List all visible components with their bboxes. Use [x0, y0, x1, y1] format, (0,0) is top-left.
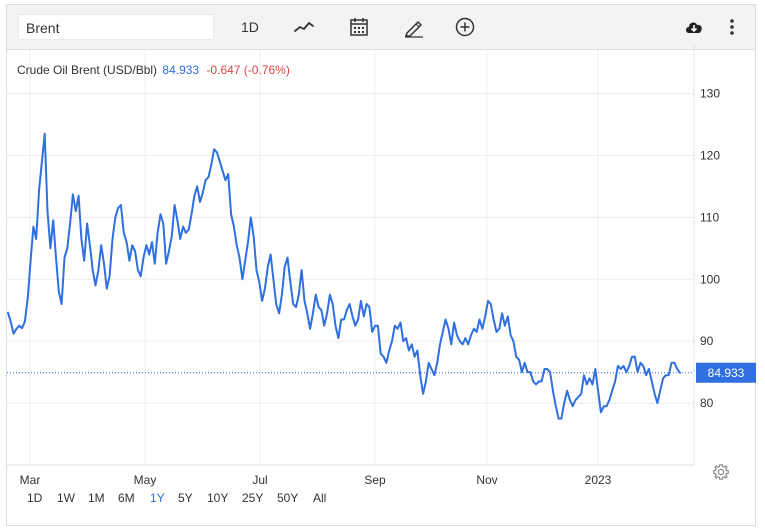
- legend-last-value: 84.933: [162, 63, 200, 77]
- range-1y[interactable]: 1Y: [150, 491, 165, 505]
- y-tick-label: 130: [700, 87, 720, 101]
- legend-series-name: Crude Oil Brent (USD/Bbl): [17, 63, 158, 77]
- range-1d[interactable]: 1D: [27, 491, 43, 505]
- y-tick-label: 120: [700, 148, 720, 162]
- x-tick-label: May: [134, 473, 157, 487]
- range-6m[interactable]: 6M: [118, 491, 135, 505]
- y-tick-label: 110: [700, 210, 719, 224]
- pencil-icon[interactable]: [403, 16, 425, 38]
- y-tick-label: 80: [700, 396, 714, 410]
- cloud-download-icon[interactable]: [683, 16, 705, 38]
- x-tick-label: Mar: [20, 473, 41, 487]
- add-circle-icon[interactable]: [454, 16, 476, 38]
- chart-legend: Crude Oil Brent (USD/Bbl) 84.933 -0.647 …: [17, 63, 290, 77]
- last-value-label: 84.933: [708, 366, 745, 380]
- more-vert-icon[interactable]: [721, 16, 743, 38]
- settings-gear-icon[interactable]: [712, 463, 730, 481]
- range-1w[interactable]: 1W: [57, 491, 75, 505]
- range-25y[interactable]: 25Y: [242, 491, 264, 505]
- price-series-line: [7, 132, 681, 420]
- y-tick-label: 90: [700, 334, 714, 348]
- x-tick-label: 2023: [585, 473, 612, 487]
- interval-selector[interactable]: 1D: [241, 19, 259, 35]
- range-all[interactable]: All: [313, 491, 327, 505]
- range-50y[interactable]: 50Y: [277, 491, 299, 505]
- range-1m[interactable]: 1M: [88, 491, 105, 505]
- range-5y[interactable]: 5Y: [178, 491, 193, 505]
- y-tick-label: 100: [700, 272, 720, 286]
- symbol-input[interactable]: Brent: [18, 14, 214, 40]
- chart-toolbar: Brent 1D: [7, 5, 755, 50]
- price-chart[interactable]: 130 120 110 100 90 80 Mar May Jul Sep Nov 2023 84.93…: [0, 44, 765, 490]
- x-tick-label: Sep: [364, 473, 386, 487]
- calendar-icon[interactable]: [348, 16, 370, 38]
- line-chart-icon[interactable]: [293, 16, 315, 38]
- chart-widget: Brent 1D: [6, 4, 756, 526]
- x-tick-label: Jul: [252, 473, 267, 487]
- legend-change: -0.647 (-0.76%): [206, 63, 290, 77]
- last-value-badge: [696, 362, 756, 383]
- range-10y[interactable]: 10Y: [207, 491, 229, 505]
- x-tick-label: Nov: [476, 473, 497, 487]
